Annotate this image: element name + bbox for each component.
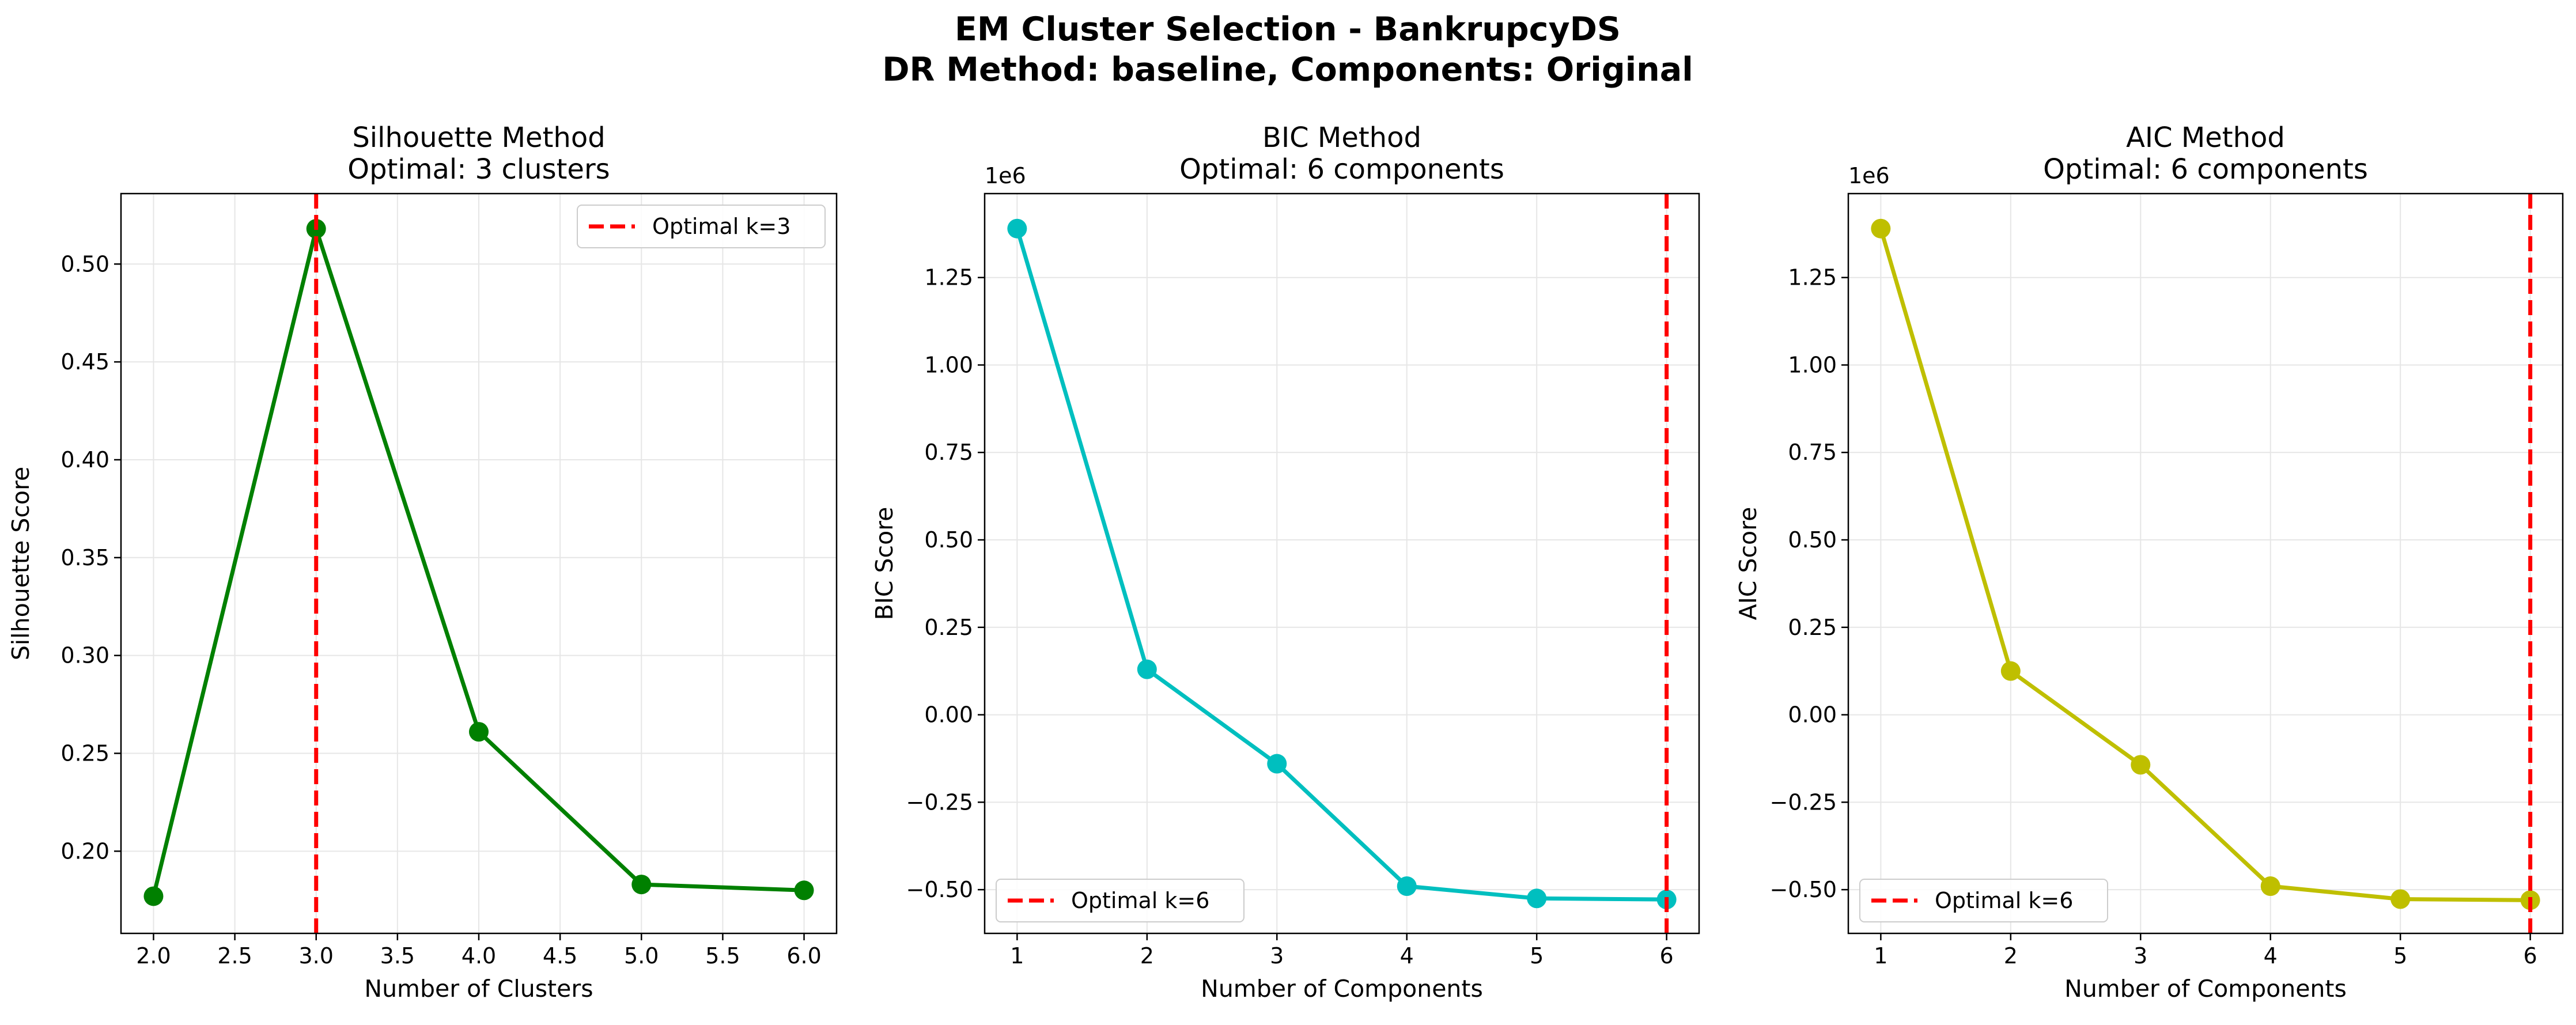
silhouette-xtick-label-2: 3.0: [299, 943, 334, 969]
aic-point-2: [2000, 661, 2021, 681]
aic-xtick-label-4: 5: [2393, 943, 2407, 969]
aic-xtick-label-1: 2: [2004, 943, 2018, 969]
bic-ytick-label-0: −0.50: [906, 877, 973, 902]
aic-xtick-label-2: 3: [2134, 943, 2147, 969]
silhouette-ytick-label-5: 0.45: [60, 349, 109, 375]
silhouette-legend-box: [577, 205, 826, 248]
bic-xtick-label-5: 6: [1660, 943, 1674, 969]
aic-ytick-label-3: 0.25: [1788, 615, 1837, 640]
bic-point-3: [1267, 754, 1287, 774]
silhouette-xtick-label-1: 2.5: [217, 943, 252, 969]
aic-ytick-label-0: −0.50: [1770, 877, 1837, 902]
bic-point-5: [1527, 888, 1547, 909]
aic-point-1: [1871, 218, 1891, 239]
aic-xtick-label-3: 4: [2264, 943, 2278, 969]
silhouette-legend-label: Optimal k=3: [652, 214, 790, 239]
bic-ytick-label-5: 0.75: [924, 440, 973, 465]
bic-ylabel: BIC Score: [871, 507, 898, 621]
aic-ytick-label-2: 0.00: [1788, 702, 1837, 728]
aic-ytick-label-4: 0.50: [1788, 527, 1837, 553]
silhouette-ytick-label-1: 0.25: [60, 740, 109, 766]
silhouette-ytick-label-0: 0.20: [60, 838, 109, 864]
aic-series-line: [1878, 226, 2533, 902]
bic-xtick-label-3: 4: [1400, 943, 1414, 969]
silhouette-point-3: [469, 722, 489, 742]
bic-legend-box: [996, 879, 1245, 922]
figure-title-line2: DR Method: baseline, Components: Origina…: [882, 51, 1693, 89]
bic-point-1: [1007, 218, 1027, 239]
silhouette-xtick-label-8: 6.0: [786, 943, 821, 969]
silhouette-title-line2: Optimal: 3 clusters: [347, 153, 610, 186]
bic-title-line1: BIC Method: [1262, 122, 1421, 154]
aic-point-4: [2260, 876, 2280, 897]
silhouette-point-5: [794, 880, 814, 901]
bic-ytick-label-7: 1.25: [924, 265, 973, 290]
bic-xtick-label-2: 3: [1270, 943, 1284, 969]
silhouette-title-line1: Silhouette Method: [352, 122, 605, 154]
bic-xtick-label-4: 5: [1530, 943, 1544, 969]
silhouette-ytick-label-3: 0.35: [60, 545, 109, 570]
aic-ytick-label-7: 1.25: [1788, 265, 1837, 290]
silhouette-xtick-label-5: 4.5: [543, 943, 577, 969]
bic-ytick-label-2: 0.00: [924, 702, 973, 728]
silhouette-xlabel: Number of Clusters: [364, 975, 593, 1003]
silhouette-ylabel: Silhouette Score: [7, 467, 35, 660]
silhouette-xtick-label-4: 4.0: [462, 943, 496, 969]
aic-legend-box: [1859, 879, 2108, 922]
silhouette-ytick-label-6: 0.50: [60, 251, 109, 277]
bic-legend-label: Optimal k=6: [1071, 888, 1209, 913]
bic-ytick-label-1: −0.25: [906, 789, 973, 815]
aic-axes-frame: [1847, 192, 2564, 935]
bic-ytick-label-6: 1.00: [924, 352, 973, 377]
aic-title-line2: Optimal: 6 components: [2043, 153, 2368, 186]
aic-xtick-label-0: 1: [1874, 943, 1887, 969]
aic-legend-label: Optimal k=6: [1935, 888, 2073, 913]
bic-xtick-label-1: 2: [1140, 943, 1154, 969]
silhouette-point-1: [143, 886, 164, 906]
bic-xtick-label-0: 1: [1010, 943, 1024, 969]
bic-axes-frame: [984, 192, 1700, 935]
bic-offset-label: 1e6: [985, 163, 1026, 188]
silhouette-xtick-label-3: 3.5: [380, 943, 415, 969]
figure-title-line1: EM Cluster Selection - BankrupcyDS: [955, 10, 1621, 48]
bic-panel: 1 2 3 4 5 6 −0.50 −0.25 0.00 0.25 0.50 0.75 1.00 1.25…: [871, 122, 1700, 1003]
aic-ytick-label-5: 0.75: [1788, 440, 1837, 465]
aic-point-3: [2131, 755, 2151, 775]
silhouette-xtick-label-7: 5.5: [705, 943, 740, 969]
silhouette-ytick-label-2: 0.30: [60, 643, 109, 668]
silhouette-ytick-label-4: 0.40: [60, 447, 109, 472]
silhouette-panel: 2.0 2.5 3.0 3.5 4.0 4.5 5.0 5.5 6.0 0.20 0.25 0.30 0…: [7, 122, 838, 1003]
aic-xlabel: Number of Components: [2064, 975, 2347, 1003]
aic-ytick-label-6: 1.00: [1788, 352, 1837, 377]
silhouette-xtick-label-6: 5.0: [624, 943, 659, 969]
aic-title-line1: AIC Method: [2126, 122, 2285, 154]
bic-point-4: [1397, 876, 1417, 897]
silhouette-point-4: [631, 875, 652, 895]
bic-xlabel: Number of Components: [1201, 975, 1483, 1003]
bic-title-line2: Optimal: 6 components: [1179, 153, 1504, 186]
bic-series-line: [1015, 226, 1669, 902]
silhouette-axes-frame: [120, 192, 838, 935]
silhouette-xtick-label-0: 2.0: [136, 943, 171, 969]
bic-ytick-label-3: 0.25: [924, 615, 973, 640]
aic-ytick-label-1: −0.25: [1770, 789, 1837, 815]
aic-point-5: [2390, 889, 2411, 909]
aic-panel: 1 2 3 4 5 6 −0.50 −0.25 0.00 0.25 0.50 0.75 1.00 1.25…: [1734, 122, 2564, 1003]
aic-xtick-label-5: 6: [2524, 943, 2537, 969]
aic-offset-label: 1e6: [1848, 163, 1890, 188]
bic-point-2: [1137, 659, 1157, 679]
aic-ylabel: AIC Score: [1734, 507, 1762, 621]
bic-ytick-label-4: 0.50: [924, 527, 973, 553]
